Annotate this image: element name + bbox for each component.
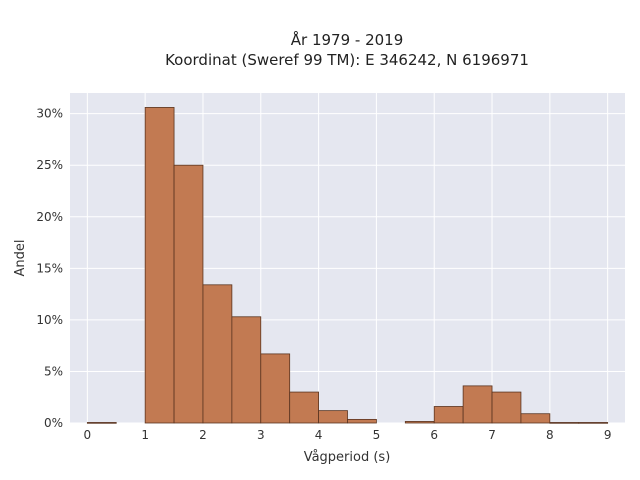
y-tick-label-6: 30%	[36, 107, 63, 121]
bar-9	[347, 418, 377, 424]
y-ticks: 0% 5% 10% 15% 20% 25% 30%	[36, 107, 63, 430]
chart-title: År 1979 - 2019	[291, 30, 404, 49]
bar-4	[202, 284, 233, 424]
y-tick-label-1: 5%	[44, 364, 63, 378]
bar-11	[404, 421, 435, 424]
y-tick-label-5: 25%	[36, 158, 63, 172]
bar-0	[86, 422, 117, 424]
bar-15	[520, 413, 551, 424]
x-tick-label-6: 6	[430, 428, 438, 442]
bar-17	[578, 422, 609, 424]
y-tick-label-3: 15%	[36, 261, 63, 275]
bar-12	[433, 406, 464, 424]
x-tick-label-2: 2	[199, 428, 207, 442]
x-tick-label-8: 8	[546, 428, 554, 442]
y-tick-label-2: 10%	[36, 313, 63, 327]
x-tick-label-9: 9	[604, 428, 612, 442]
bars	[86, 107, 609, 424]
x-tick-label-7: 7	[488, 428, 496, 442]
bar-14	[491, 391, 522, 424]
x-tick-label-3: 3	[257, 428, 265, 442]
x-tick-label-5: 5	[373, 428, 381, 442]
y-tick-label-4: 20%	[36, 210, 63, 224]
x-ticks: 0 1 2 3 4 5 6 7 8 9	[84, 428, 612, 442]
bar-5	[231, 316, 262, 424]
chart-subtitle: Koordinat (Sweref 99 TM): E 346242, N 61…	[165, 51, 529, 69]
bar-3	[173, 164, 204, 424]
y-tick-label-0: 0%	[44, 416, 63, 430]
bar-6	[260, 353, 291, 424]
bar-16	[549, 422, 580, 424]
x-tick-label-0: 0	[84, 428, 92, 442]
bar-8	[318, 410, 348, 424]
x-tick-label-1: 1	[141, 428, 149, 442]
bar-7	[289, 391, 319, 424]
bar-13	[462, 385, 493, 424]
x-tick-label-4: 4	[315, 428, 323, 442]
bar-2	[144, 107, 175, 424]
y-axis-label: Andel	[13, 240, 28, 277]
x-axis-label: Vågperiod (s)	[304, 450, 391, 465]
